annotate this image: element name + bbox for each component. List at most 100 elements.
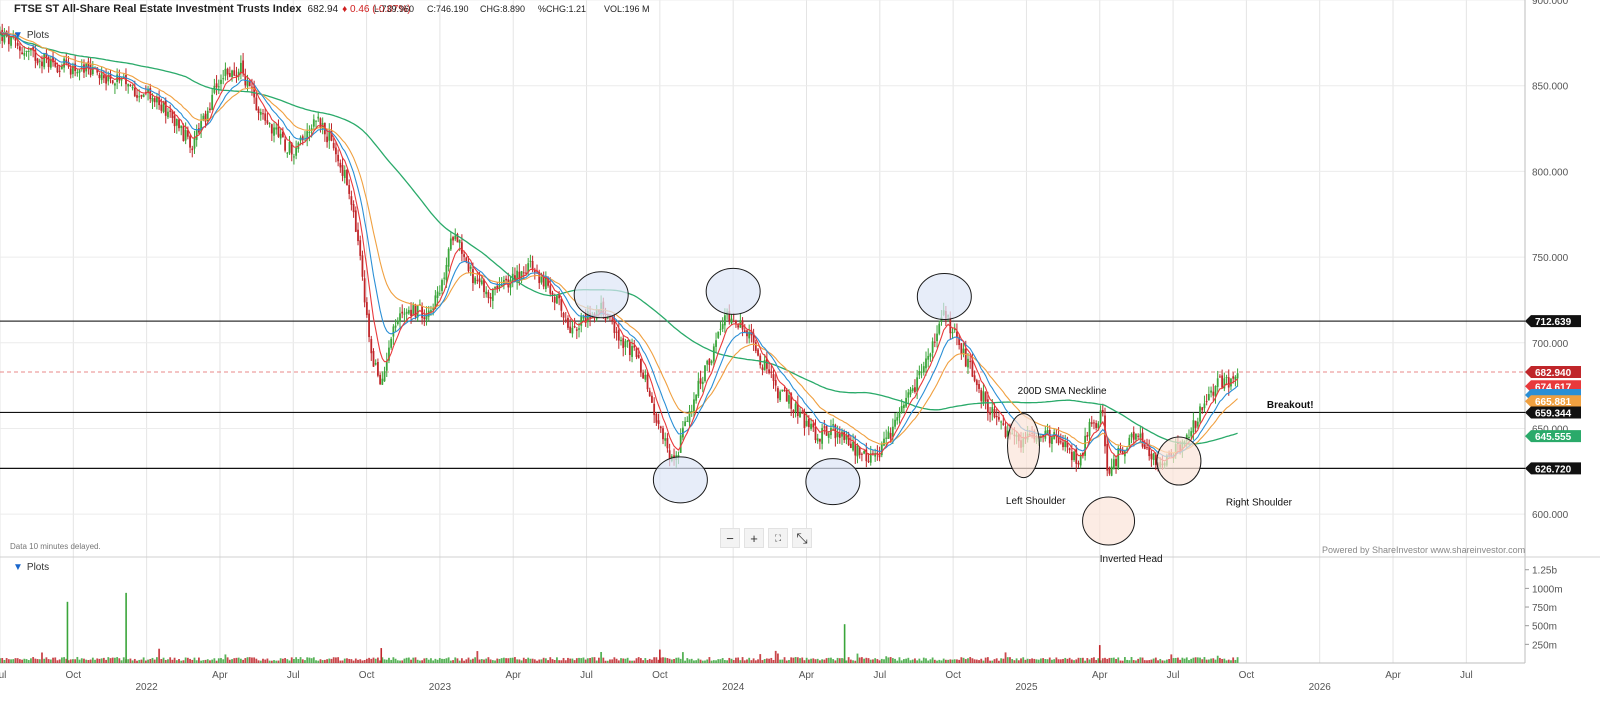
volume-bar bbox=[717, 659, 720, 663]
volume-bar bbox=[1157, 660, 1159, 663]
volume-bar bbox=[991, 660, 994, 663]
volume-bar bbox=[805, 657, 808, 663]
volume-bar bbox=[765, 658, 768, 663]
candle-body bbox=[228, 73, 231, 77]
volume-bar bbox=[699, 659, 702, 663]
candle-body bbox=[206, 110, 209, 122]
candle-body bbox=[918, 371, 921, 376]
candle-body bbox=[374, 363, 377, 365]
volume-bar bbox=[1053, 659, 1056, 663]
candle-body bbox=[69, 68, 72, 75]
candle-body bbox=[449, 238, 452, 250]
volume-bar bbox=[1152, 658, 1155, 663]
candle-body bbox=[153, 98, 156, 103]
candle-body bbox=[255, 97, 258, 111]
candle-body bbox=[551, 292, 554, 296]
zoom-in-button[interactable]: + bbox=[744, 528, 764, 548]
volume-bar bbox=[1130, 657, 1133, 663]
candle-body bbox=[301, 136, 304, 141]
candle-body bbox=[306, 131, 309, 140]
candle-body bbox=[339, 162, 342, 168]
volume-bar bbox=[178, 659, 180, 663]
volume-bar bbox=[936, 660, 938, 663]
candle-body bbox=[949, 317, 952, 334]
candle-body bbox=[23, 53, 26, 56]
volume-bar bbox=[1090, 657, 1093, 663]
volume-bar bbox=[1112, 657, 1115, 663]
candle-body bbox=[562, 313, 565, 318]
volume-bar bbox=[297, 659, 300, 663]
x-tick-label: Jul bbox=[873, 670, 886, 681]
y-tick-label: 850.000 bbox=[1532, 82, 1569, 93]
plots-menu-price[interactable]: ▼ Plots bbox=[13, 30, 49, 41]
candle-body bbox=[887, 431, 890, 439]
candle-body bbox=[878, 455, 881, 458]
volume-bar bbox=[533, 659, 536, 663]
time-axis[interactable]: Jul Oct 2022 Apr Jul Oct 2023 Apr Jul Oct 2024 Apr J… bbox=[0, 670, 1473, 693]
volume-bar bbox=[819, 660, 821, 663]
volume-bar bbox=[54, 657, 57, 663]
delay-note: Data 10 minutes delayed. bbox=[10, 542, 101, 551]
candle-body bbox=[567, 317, 569, 328]
volume-bar bbox=[560, 660, 563, 663]
candle-body bbox=[273, 127, 275, 136]
volume-bar bbox=[949, 659, 952, 663]
fit-icon[interactable]: ⛶ bbox=[768, 528, 788, 548]
candle-body bbox=[1141, 432, 1144, 447]
candle-body bbox=[377, 362, 379, 376]
candle-body bbox=[438, 293, 441, 295]
volume-bar bbox=[876, 659, 879, 663]
candle-body bbox=[456, 234, 459, 243]
volume-bar bbox=[743, 660, 746, 663]
volume-bar bbox=[116, 657, 119, 663]
volume-bar bbox=[16, 658, 19, 663]
volume-bar bbox=[662, 657, 664, 663]
volume-bar bbox=[578, 657, 580, 663]
volume-bar bbox=[867, 658, 870, 663]
candle-body bbox=[365, 302, 368, 316]
candle-body bbox=[10, 37, 12, 46]
level-tag-label: 626.720 bbox=[1535, 464, 1572, 475]
candle-body bbox=[695, 394, 698, 401]
volume-bar bbox=[980, 658, 983, 663]
plots-menu-volume[interactable]: ▼ Plots bbox=[13, 562, 49, 573]
candle-body bbox=[1205, 401, 1208, 403]
volume-bar bbox=[312, 657, 315, 663]
candle-body bbox=[801, 412, 804, 414]
candle-body bbox=[989, 412, 991, 415]
candle-body bbox=[757, 349, 759, 356]
volume-bar bbox=[105, 659, 107, 663]
candle-body bbox=[410, 309, 412, 317]
candle-body bbox=[931, 341, 934, 353]
volume-bar bbox=[635, 658, 638, 663]
expand-icon[interactable]: ⤡ bbox=[792, 528, 812, 548]
volume-bar bbox=[562, 657, 565, 663]
candle-body bbox=[1115, 459, 1117, 467]
pattern-circle-trough bbox=[652, 456, 708, 504]
candle-body bbox=[1075, 449, 1078, 464]
candle-body bbox=[891, 426, 894, 437]
volume-bar bbox=[467, 657, 470, 663]
volume-bar bbox=[321, 660, 324, 663]
y-tick-label: 800.000 bbox=[1532, 167, 1569, 178]
volume-bar bbox=[719, 659, 722, 663]
price-axis[interactable]: 600.000 650.000 700.000 750.000 800.000 850.0… bbox=[1525, 0, 1569, 651]
zoom-out-button[interactable]: − bbox=[720, 528, 740, 548]
volume-bar bbox=[902, 659, 905, 663]
volume-bar bbox=[1015, 658, 1018, 663]
candle-body bbox=[200, 121, 203, 132]
candle-body bbox=[876, 452, 879, 454]
candle-body bbox=[60, 66, 63, 69]
candle-body bbox=[779, 391, 782, 401]
volume-bar bbox=[516, 659, 519, 663]
volume-bar bbox=[80, 658, 83, 663]
candle-body bbox=[1106, 443, 1109, 471]
volume-bar bbox=[929, 659, 932, 663]
volume-bar bbox=[1161, 660, 1164, 663]
volume-bar bbox=[299, 657, 302, 663]
candle-body bbox=[1152, 453, 1155, 461]
volume-bar bbox=[865, 657, 868, 663]
volume-bar bbox=[483, 659, 485, 663]
candle-body bbox=[224, 68, 227, 77]
